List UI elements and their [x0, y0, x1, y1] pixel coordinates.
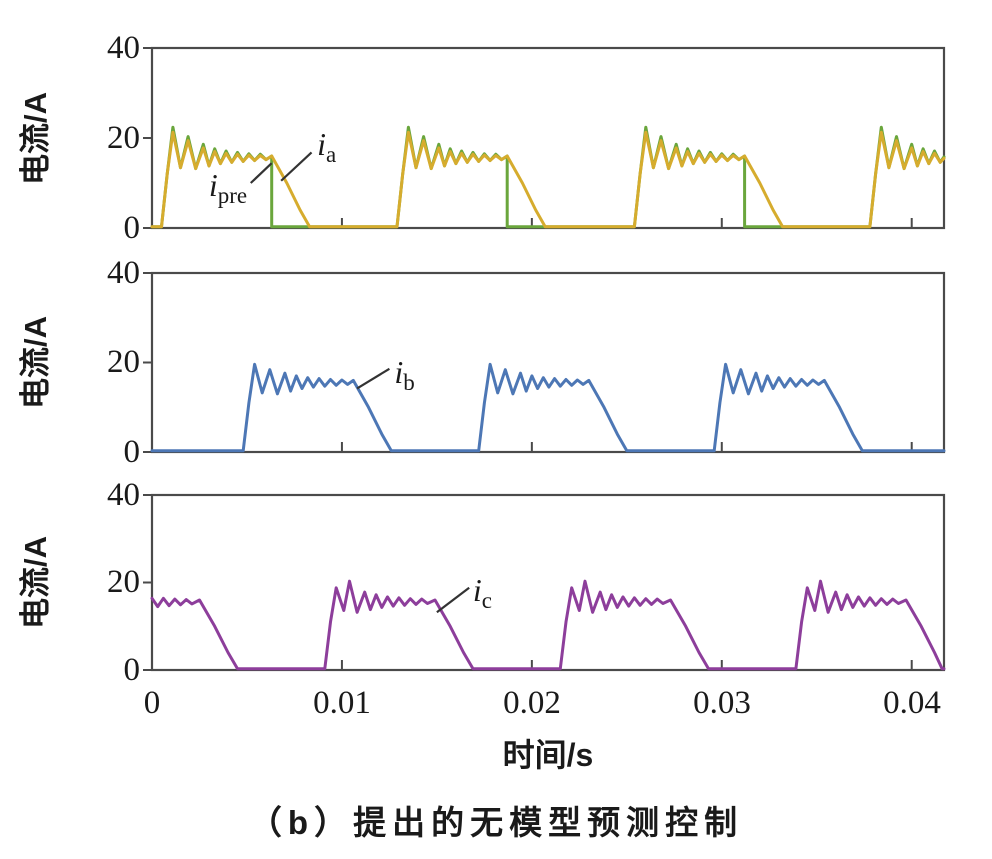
- y-axis-title-a: 电流/A: [0, 48, 64, 228]
- y-tick-20-a: 20: [107, 120, 140, 156]
- subplot-c-canvas: [143, 493, 946, 672]
- trace-label-ia-sub: a: [326, 142, 337, 168]
- y-axis-title-text-c: 电流/A: [17, 536, 53, 629]
- trace-label-ic: ic: [473, 574, 492, 612]
- trace-label-ia: ia: [317, 128, 336, 166]
- y-tick-40-b: 40: [107, 255, 140, 291]
- trace-label-ic-sub: c: [481, 588, 493, 614]
- subplot-c: ic: [143, 493, 946, 672]
- trace-label-ia-main: i: [317, 125, 327, 162]
- x-tick-001: 0.01: [313, 685, 371, 721]
- trace-label-ipre-sub: pre: [217, 182, 248, 208]
- y-tick-0-a: 0: [123, 210, 141, 246]
- x-tick-003: 0.03: [693, 685, 751, 721]
- x-tick-0: 0: [143, 685, 161, 721]
- trace-label-ic-main: i: [472, 572, 482, 609]
- x-axis-title: 时间/s: [502, 737, 594, 773]
- y-tick-0-b: 0: [123, 434, 141, 470]
- subplot-b-canvas: [143, 271, 946, 454]
- trace-label-ipre: ipre: [209, 168, 247, 206]
- subplot-b: ib: [143, 271, 946, 454]
- x-tick-002: 0.02: [503, 685, 561, 721]
- trace-label-ib-main: i: [394, 353, 404, 390]
- trace-label-ib: ib: [394, 355, 414, 393]
- figure-caption: （b）提出的无模型预测控制: [248, 804, 744, 841]
- y-axis-title-text-a: 电流/A: [17, 91, 53, 185]
- y-tick-20-b: 20: [107, 344, 140, 380]
- y-axis-title-text-b: 电流/A: [17, 316, 53, 409]
- subplot-a: ia ipre: [143, 46, 946, 230]
- x-tick-004: 0.04: [883, 685, 941, 721]
- y-axis-title-c: 电流/A: [0, 495, 64, 670]
- y-tick-40-c: 40: [107, 477, 140, 513]
- subplot-a-canvas: [143, 46, 946, 230]
- y-tick-40-a: 40: [107, 30, 140, 66]
- y-tick-0-c: 0: [123, 652, 141, 688]
- trace-label-ib-sub: b: [403, 369, 415, 395]
- y-tick-20-c: 20: [107, 564, 140, 600]
- trace-label-ipre-main: i: [208, 166, 218, 203]
- y-axis-title-b: 电流/A: [0, 273, 64, 452]
